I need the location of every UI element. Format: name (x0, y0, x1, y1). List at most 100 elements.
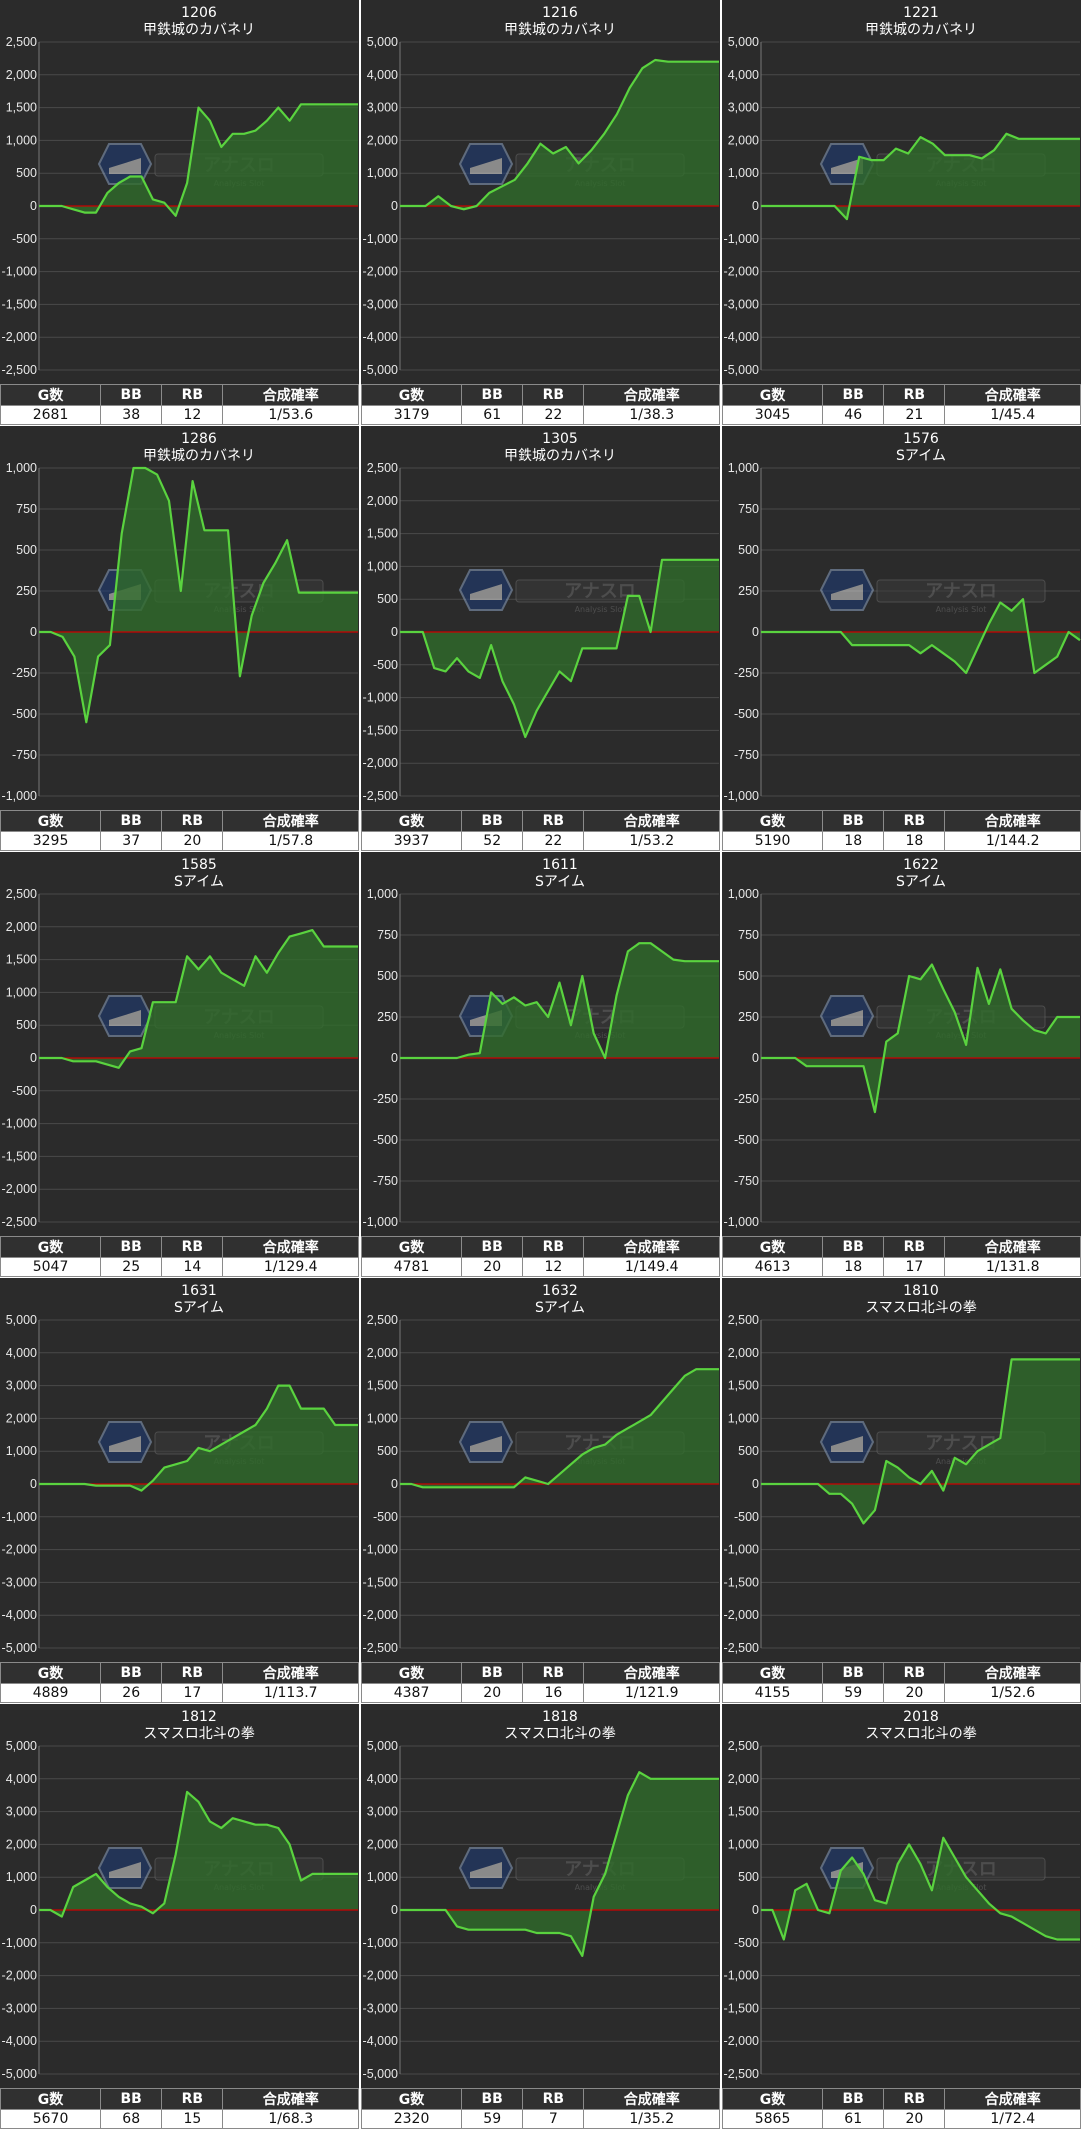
y-tick-label: 1,000 (728, 166, 759, 180)
stats-value-bb: 26 (100, 1683, 163, 1703)
machine-name: Sアイム (896, 448, 946, 464)
machine-chart-panel: 1611 Sアイム 1,000 750 500 250 0 -250 -500 -750 -1,00… (360, 852, 720, 1277)
y-tick-label: 2,000 (6, 68, 37, 82)
series-area (39, 1385, 358, 1491)
stats-value-g: 4613 (721, 1257, 824, 1277)
stats-header: RB (883, 1662, 946, 1684)
y-tick-label: 0 (752, 199, 759, 213)
machine-number: 1286 (181, 431, 217, 447)
y-tick-label: -250 (12, 666, 37, 680)
y-tick-label: -1,000 (2, 265, 37, 279)
machine-name: スマスロ北斗の拳 (504, 1726, 616, 1742)
y-tick-label: 500 (377, 592, 398, 606)
y-tick-label: 4,000 (6, 1346, 37, 1360)
stats-value-rb: 12 (161, 405, 224, 425)
machine-number: 1810 (903, 1283, 939, 1299)
stats-value-g: 5047 (0, 1257, 102, 1277)
y-tick-label: 1,500 (367, 1379, 398, 1393)
y-tick-label: -500 (12, 707, 37, 721)
y-tick-label: 2,000 (367, 133, 398, 147)
series-area (761, 964, 1080, 1113)
stats-value-prob: 1/129.4 (222, 1257, 359, 1277)
y-tick-label: 2,500 (367, 1313, 398, 1327)
stats-value-g: 3295 (0, 831, 102, 851)
y-tick-label: -4,000 (363, 330, 398, 344)
y-tick-label: 500 (377, 969, 398, 983)
stats-header: G数 (721, 2088, 824, 2110)
y-tick-label: 1,000 (367, 559, 398, 573)
y-tick-label: 3,000 (367, 1805, 398, 1819)
stats-value-prob: 1/121.9 (583, 1683, 720, 1703)
series-area (400, 559, 719, 737)
series-line (400, 558, 719, 739)
machine-chart-panel: 2018 スマスロ北斗の拳 2,500 2,000 1,500 1,000 500 0 -500… (721, 1704, 1081, 2129)
stats-value-rb: 17 (161, 1683, 224, 1703)
y-tick-label: -1,000 (2, 1510, 37, 1524)
stats-value-rb: 20 (883, 2109, 946, 2129)
y-tick-label: 0 (391, 625, 398, 639)
machine-number: 1206 (181, 5, 217, 21)
stats-table: G数 BB RB 合成確率 3045 46 21 1/45.4 (721, 384, 1081, 425)
y-tick-label: 5,000 (367, 1739, 398, 1753)
y-tick-label: 250 (377, 1010, 398, 1024)
machine-chart-panel: 1305 甲鉄城のカバネリ 2,500 2,000 1,500 1,000 500 0 -500… (360, 426, 720, 851)
stats-header: BB (461, 1236, 524, 1258)
stats-header: RB (883, 810, 946, 832)
stats-value-prob: 1/57.8 (222, 831, 359, 851)
machine-name: 甲鉄城のカバネリ (143, 448, 255, 464)
series-area (761, 133, 1080, 220)
stats-value-prob: 1/72.4 (944, 2109, 1081, 2129)
stats-table: G数 BB RB 合成確率 4155 59 20 1/52.6 (721, 1662, 1081, 1703)
stats-header: G数 (360, 2088, 463, 2110)
stats-value-bb: 46 (822, 405, 885, 425)
y-tick-label: 3,000 (367, 101, 398, 115)
machine-name: 甲鉄城のカバネリ (504, 448, 616, 464)
stats-header: G数 (360, 1662, 463, 1684)
stats-value-bb: 18 (822, 831, 885, 851)
y-tick-label: -1,500 (363, 723, 398, 737)
series-area (400, 1369, 719, 1488)
stats-value-bb: 18 (822, 1257, 885, 1277)
machine-chart-panel: 1286 甲鉄城のカバネリ 1,000 750 500 250 0 -250 -500 -750 -… (0, 426, 359, 851)
stats-value-prob: 1/131.8 (944, 1257, 1081, 1277)
y-tick-label: 0 (752, 1051, 759, 1065)
machine-number: 1812 (181, 1709, 217, 1725)
machine-number: 1611 (542, 857, 578, 873)
stats-header: 合成確率 (583, 1662, 720, 1684)
machine-number: 2018 (903, 1709, 939, 1725)
stats-header: G数 (721, 810, 824, 832)
stats-value-g: 3179 (360, 405, 463, 425)
stats-value-bb: 52 (461, 831, 524, 851)
y-tick-label: 2,500 (728, 1313, 759, 1327)
stats-header: RB (161, 1662, 224, 1684)
y-tick-label: 2,000 (367, 494, 398, 508)
y-tick-label: 2,000 (728, 1346, 759, 1360)
y-tick-label: 2,000 (728, 133, 759, 147)
stats-table: G数 BB RB 合成確率 5190 18 18 1/144.2 (721, 810, 1081, 851)
y-tick-label: 2,500 (6, 35, 37, 49)
y-tick-label: 2,000 (6, 1411, 37, 1425)
stats-value-bb: 59 (822, 1683, 885, 1703)
y-tick-label: 2,000 (367, 1837, 398, 1851)
y-tick-label: -250 (373, 1092, 398, 1106)
y-tick-label: 1,500 (728, 1805, 759, 1819)
y-tick-label: -2,500 (724, 1641, 759, 1655)
y-tick-label: 500 (16, 1018, 37, 1032)
machine-name: スマスロ北斗の拳 (865, 1726, 977, 1742)
y-tick-label: 750 (738, 928, 759, 942)
y-tick-label: -2,000 (724, 2034, 759, 2048)
series-line (761, 1836, 1080, 1941)
y-tick-label: -2,000 (2, 330, 37, 344)
y-tick-label: -500 (373, 1133, 398, 1147)
machine-name: 甲鉄城のカバネリ (865, 22, 977, 38)
machine-chart-panel: 1622 Sアイム 1,000 750 500 250 0 -250 -500 -750 -1,00… (721, 852, 1081, 1277)
y-tick-label: 500 (377, 1444, 398, 1458)
y-tick-label: -4,000 (724, 330, 759, 344)
y-tick-label: -2,000 (363, 265, 398, 279)
